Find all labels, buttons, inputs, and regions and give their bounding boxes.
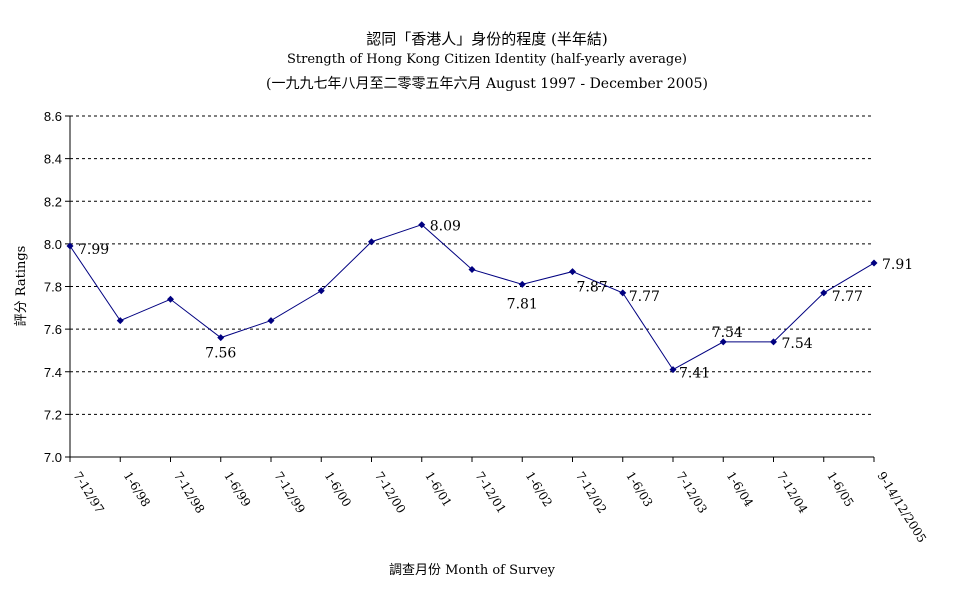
chart-subtitle: Strength of Hong Kong Citizen Identity (… [287,52,687,67]
y-tick-label: 7.0 [44,450,62,465]
y-tick-label: 7.2 [44,407,62,422]
x-tick-label: 7-12/97 [70,469,106,516]
y-tick-label: 8.0 [44,237,62,252]
data-label: 7.81 [507,296,538,312]
x-tick-label: 7-12/04 [774,469,811,516]
data-point [820,289,828,297]
data-label: 7.87 [577,280,608,296]
series-line [69,224,875,371]
data-label: 7.99 [78,242,109,258]
y-axis-title: 評分 Ratings [14,246,29,327]
data-point [770,338,777,346]
x-tick-label: 1-6/02 [523,469,555,509]
y-tick-label: 8.4 [44,152,62,167]
data-label: 7.54 [712,325,743,341]
data-point [317,287,325,295]
x-tick-label: 1-6/98 [121,469,153,509]
data-point [569,268,576,276]
y-tick-label: 7.4 [44,365,62,380]
data-label: 7.91 [882,257,913,273]
y-tick-labels: 7.0 7.2 7.4 7.6 7.8 8.0 8.2 8.4 8.6 [44,109,62,465]
data-label: 8.09 [430,219,461,235]
x-tick-label: 7-12/02 [573,469,609,516]
x-tick-label: 7-12/99 [271,469,307,516]
x-tick-label: 7-12/00 [372,469,408,516]
y-tick-label: 8.6 [44,109,62,124]
x-tick-label: 1-6/01 [422,469,454,509]
data-point [719,338,727,346]
x-tick-label: 1-6/04 [724,469,757,509]
data-label: 7.77 [832,289,863,305]
data-point [468,265,476,273]
data-label: 7.41 [679,366,710,382]
y-tick-label: 7.8 [44,280,62,295]
data-label: 7.77 [629,289,660,305]
y-tick-label: 8.2 [44,194,62,209]
data-point [418,221,426,229]
data-point [267,317,275,325]
chart-title: 認同「香港人」身份的程度 (半年結) [366,30,608,48]
x-tick-label: 1-6/05 [824,469,856,509]
x-axis-title: 調查月份 Month of Survey [389,563,556,578]
chart-subtitle-date-range: (一九九七年八月至二零零五年六月 August 1997 - December … [266,76,708,92]
data-point [368,238,375,246]
data-point [217,334,225,342]
data-label: 7.54 [782,336,813,352]
x-tick-labels: 7-12/97 1-6/98 7-12/98 1-6/99 7-12/99 1-6/00 7… [70,469,929,545]
data-point [518,280,526,288]
x-tick-label: 1-6/99 [221,469,253,509]
data-point [619,289,627,297]
data-point [116,317,124,325]
x-tick-label: 1-6/00 [322,469,354,509]
x-tick-label: 7-12/03 [673,469,709,516]
data-point [167,295,174,303]
x-tick-label: 7-12/98 [171,469,207,516]
data-labels: 7.99 7.56 8.09 7.81 7.87 7.77 7.41 7.54 7.54 7.77… [78,219,913,382]
data-label: 7.56 [205,346,236,362]
axes [69,116,875,462]
data-point [66,242,74,250]
gridlines [65,115,874,458]
x-tick-label: 7-12/01 [472,469,508,516]
data-point [870,259,878,267]
x-tick-label: 9-14/12/2005 [874,469,929,545]
y-tick-label: 7.6 [44,322,62,337]
series-group [66,221,878,374]
x-tick-label: 1-6/03 [623,469,655,509]
data-point [669,366,677,374]
